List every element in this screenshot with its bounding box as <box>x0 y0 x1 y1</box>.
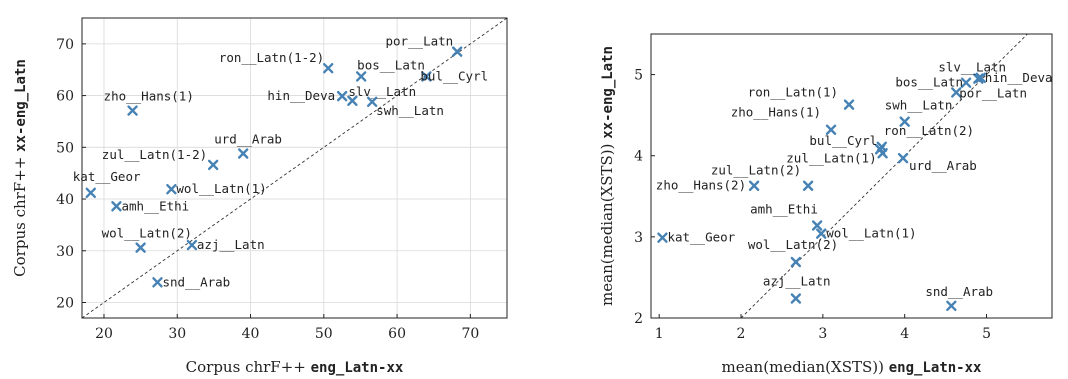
data-point-marker <box>451 46 463 57</box>
data-point-label: zul__Latn(2) <box>711 163 801 178</box>
data-point-marker <box>238 148 249 159</box>
x-tick-label: 2 <box>737 326 746 342</box>
data-point-label: snd__Arab <box>925 284 993 299</box>
data-point-marker <box>899 116 910 127</box>
data-point-label: ron__Latn(2) <box>884 123 974 138</box>
plot-frame <box>650 33 1053 319</box>
data-point-label: urd__Arab <box>214 132 282 147</box>
data-point-label: amh__Ethi <box>121 198 189 213</box>
data-point-marker <box>843 99 855 110</box>
data-point-label: bos__Latn <box>357 57 425 72</box>
data-point-marker <box>790 256 802 268</box>
data-point-marker <box>355 71 367 82</box>
data-point-label: urd__Arab <box>909 158 977 173</box>
data-point-label: zul__Latn(1) <box>786 150 876 165</box>
data-point-label: swh__Latn <box>885 98 953 113</box>
x-axis-title: Corpus chrF++ eng_Latn-xx <box>186 358 404 376</box>
data-point-label: snd__Arab <box>162 274 230 289</box>
data-point-marker <box>186 239 198 251</box>
data-point-label: slv__Latn <box>348 84 416 99</box>
data-point-marker <box>421 71 432 82</box>
y-tick-label: 5 <box>634 68 643 84</box>
y-tick-label: 20 <box>56 295 74 311</box>
data-point-marker <box>657 232 668 243</box>
y-axis-title: Corpus chrF++ xx-eng_Latn <box>11 59 29 277</box>
data-point-label: zho__Hans(1) <box>731 105 821 120</box>
x-tick-label: 5 <box>982 326 991 342</box>
plot-frame <box>81 17 508 319</box>
data-point-label: amh__Ethi <box>750 201 818 216</box>
data-point-label: hin__Deva <box>985 70 1053 85</box>
y-tick-label: 70 <box>56 37 74 53</box>
data-point-marker <box>111 201 122 212</box>
data-point-marker <box>825 124 837 135</box>
data-point-marker <box>897 152 909 164</box>
x-tick-label: 50 <box>315 326 333 342</box>
x-tick-label: 3 <box>818 326 827 342</box>
data-point-label: swh__Latn <box>376 103 444 118</box>
y-tick-label: 2 <box>634 311 643 327</box>
data-point-marker <box>85 187 96 199</box>
data-point-marker <box>127 105 138 116</box>
y-tick-label: 30 <box>56 244 74 260</box>
chart-left-chrf: 20 30 40 50 60 70 20 30 40 50 60 70 Corpus chrF++ en… <box>11 17 508 376</box>
y-tick-label: 50 <box>56 140 74 156</box>
data-point-marker <box>166 184 177 195</box>
x-tick-label: 20 <box>95 326 113 342</box>
x-tick-label: 70 <box>461 326 479 342</box>
data-point-label: wol__Latn(1) <box>826 226 916 241</box>
data-point-marker <box>152 277 163 288</box>
data-point-label: azj__Latn <box>763 274 831 289</box>
data-point-label: zho__Hans(2) <box>656 178 746 193</box>
x-tick-label: 60 <box>388 326 406 342</box>
data-point-marker <box>366 96 378 107</box>
data-point-label: ron__Latn(1) <box>748 85 838 100</box>
data-point-marker <box>790 293 802 304</box>
data-point-marker <box>877 148 888 159</box>
x-tick-label: 1 <box>655 326 664 342</box>
x-tick-label: 4 <box>900 326 909 342</box>
y-tick-label: 40 <box>56 192 74 208</box>
data-point-label: wol__Latn(1) <box>176 181 266 196</box>
data-point-label: por__Latn <box>959 85 1027 100</box>
data-point-marker <box>946 300 957 312</box>
data-point-marker <box>811 220 823 231</box>
data-point-marker <box>336 90 348 102</box>
data-point-label: zul__Latn(1-2) <box>102 147 207 162</box>
y-axis-title: mean(median(XSTS)) xx-eng_Latn <box>598 46 616 306</box>
data-point-label: wol__Latn(2) <box>748 237 838 252</box>
data-point-marker <box>960 77 972 88</box>
y-tick-label: 4 <box>634 149 643 165</box>
data-point-marker <box>347 95 358 106</box>
data-point-marker <box>748 180 760 191</box>
data-point-label: bos__Latn <box>895 75 963 90</box>
x-tick-label: 30 <box>168 326 186 342</box>
data-point-marker <box>802 180 814 191</box>
data-point-label: zho__Hans(1) <box>104 89 194 104</box>
data-point-marker <box>135 242 146 253</box>
data-point-marker <box>816 228 827 239</box>
y-tick-label: 60 <box>56 89 74 105</box>
data-point-marker <box>207 159 219 171</box>
y-tick-label: 3 <box>634 230 643 246</box>
data-point-label: azj__Latn <box>197 237 265 252</box>
diagonal-reference-line <box>81 17 508 319</box>
data-point-label: kat__Geor <box>73 169 141 184</box>
data-point-label: hin__Deva <box>267 88 335 103</box>
data-point-label: wol__Latn(2) <box>102 226 192 241</box>
data-point-label: bul__Cyrl <box>809 133 877 148</box>
data-point-marker <box>975 72 987 84</box>
x-axis-title: mean(median(XSTS)) eng_Latn-xx <box>722 358 983 376</box>
data-point-marker <box>951 87 962 98</box>
data-point-marker <box>323 62 334 74</box>
x-tick-label: 40 <box>242 326 260 342</box>
data-point-label: ron__Latn(1-2) <box>219 50 324 65</box>
data-point-label: bul__Cyrl <box>420 68 488 83</box>
data-point-label: por__Latn <box>385 34 453 49</box>
data-point-label: kat__Geor <box>667 230 735 245</box>
data-point-label: slv__Latn <box>938 60 1006 75</box>
